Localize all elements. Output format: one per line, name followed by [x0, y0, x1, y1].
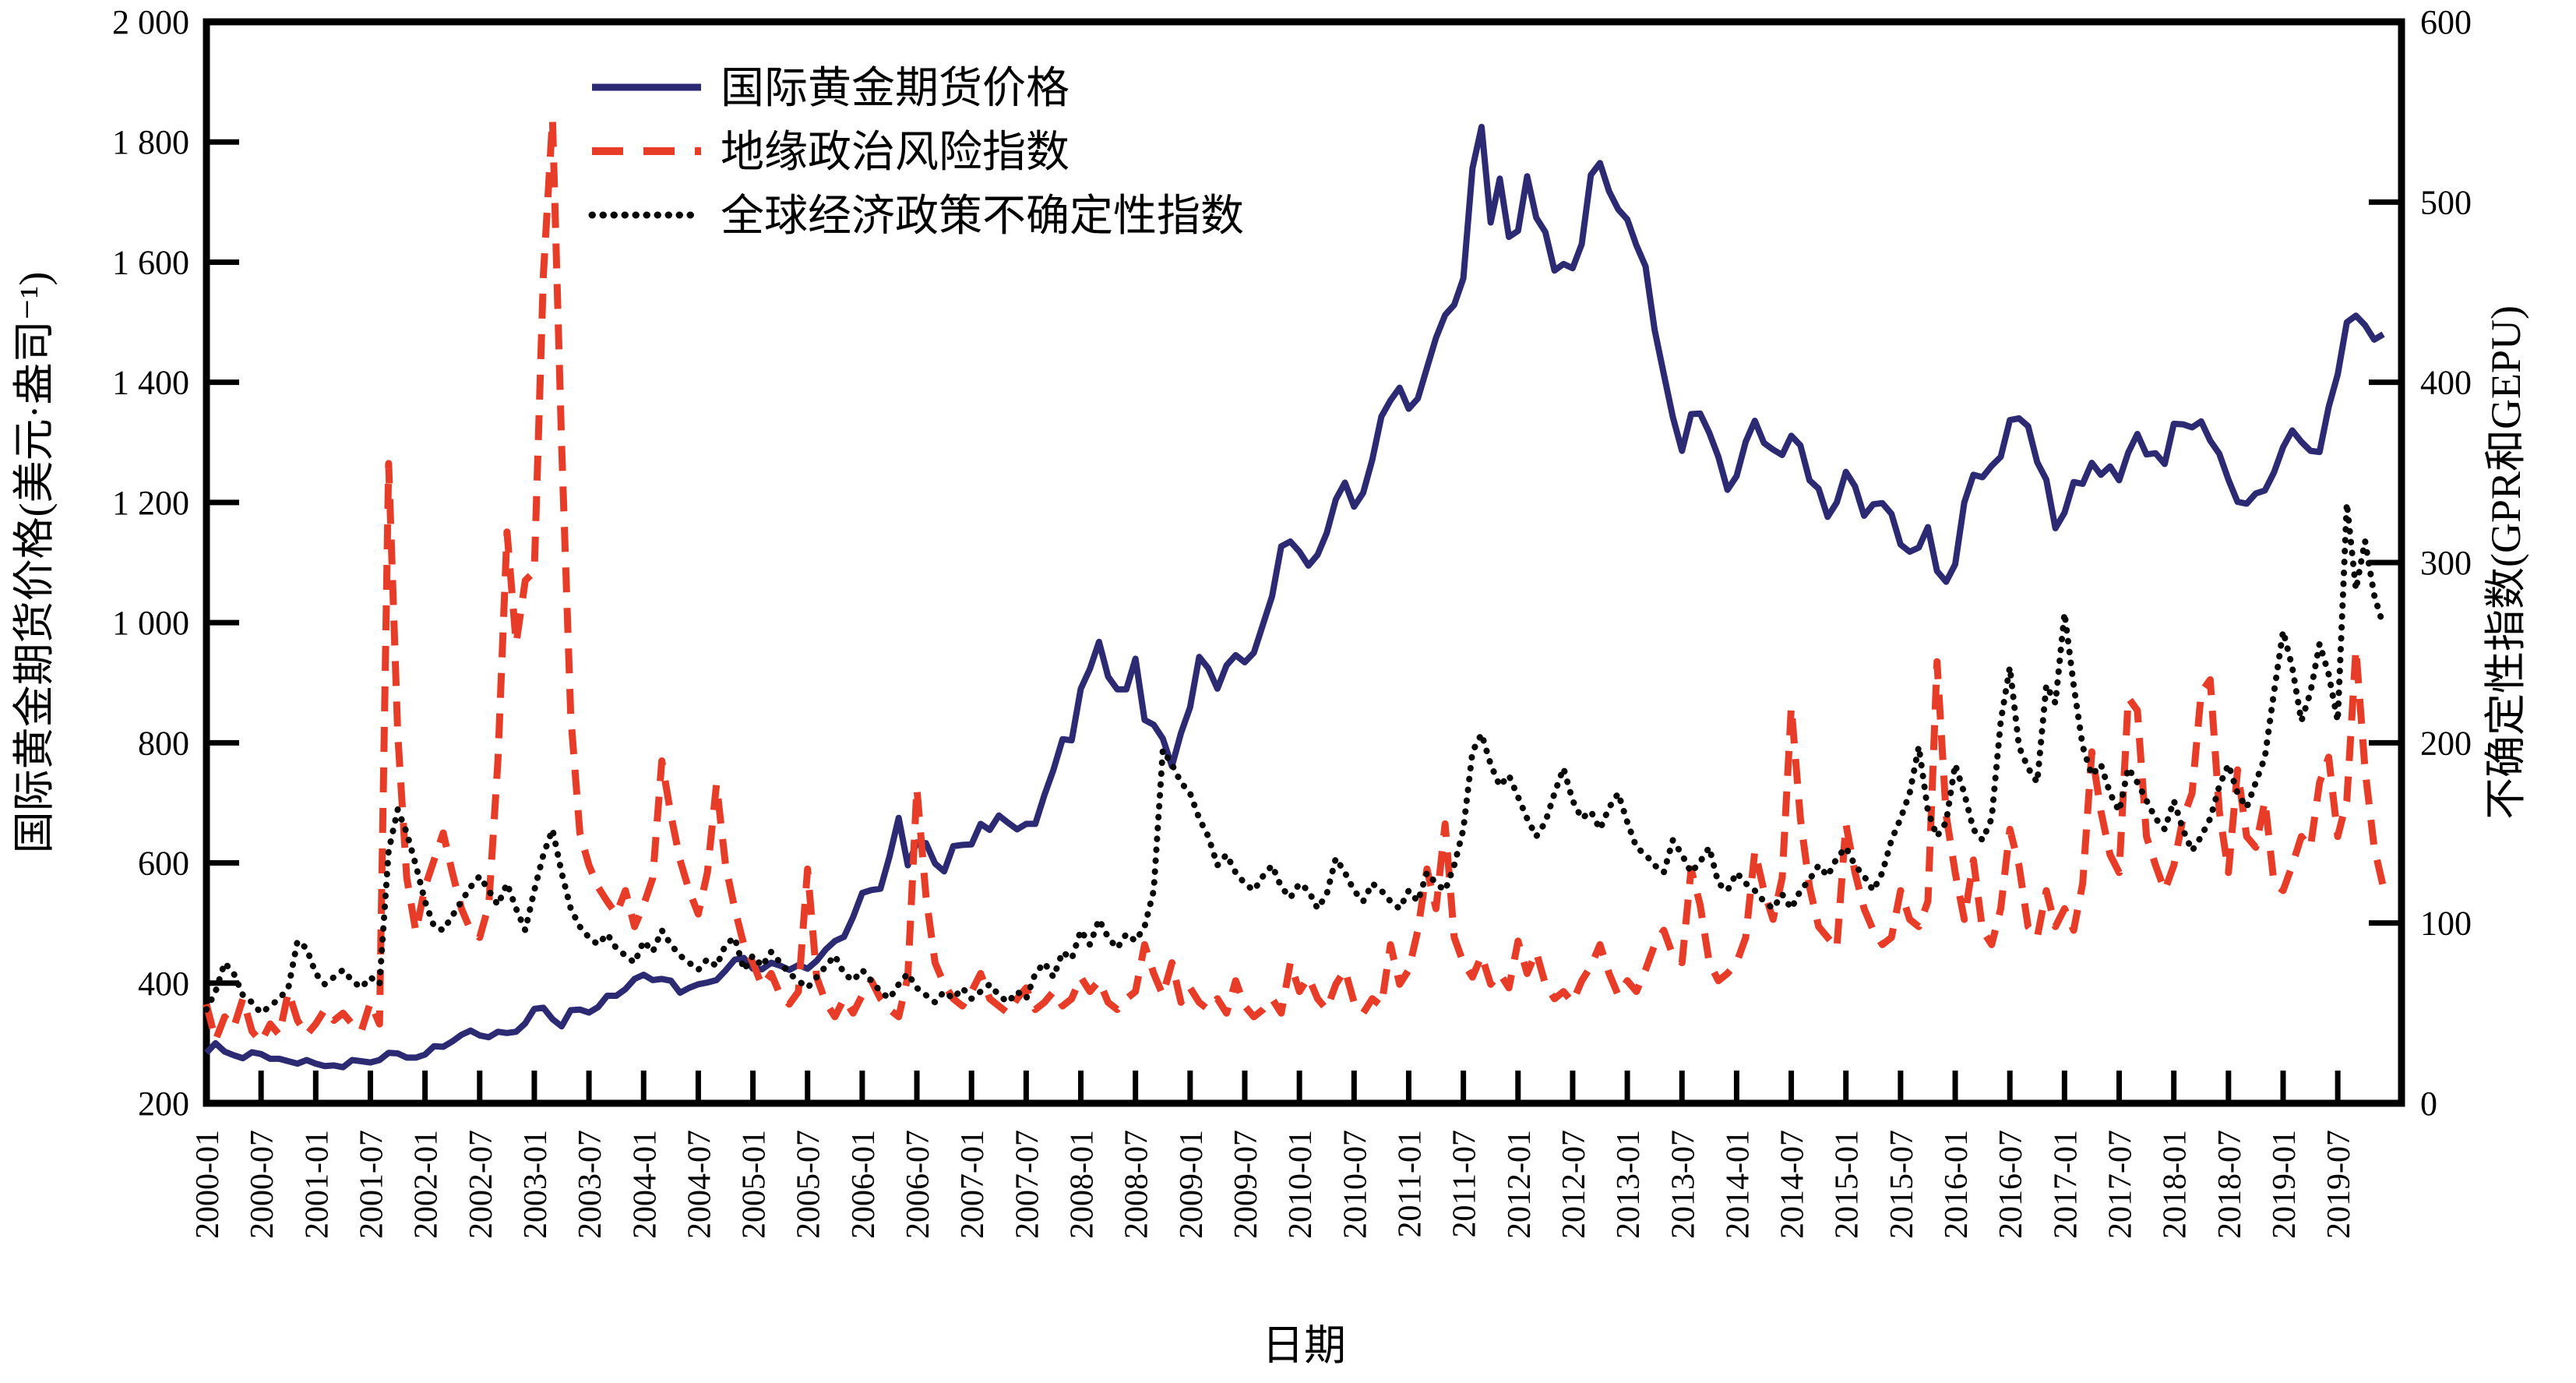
gpr-index-line [203, 115, 2387, 1046]
right-axis-tick-label: 400 [2420, 364, 2472, 402]
right-axis-tick-label: 0 [2420, 1085, 2437, 1123]
right-axis-tick-label: 100 [2420, 905, 2472, 943]
x-axis-tick-label: 2005-01 [737, 1130, 773, 1239]
x-axis-tick-label: 2007-07 [1010, 1130, 1045, 1239]
x-axis-tick-label: 2006-07 [900, 1130, 936, 1239]
x-axis-tick-label: 2016-07 [1993, 1130, 2029, 1239]
x-axis-tick-label: 2004-07 [682, 1130, 717, 1239]
x-axis-tick-label: 2011-01 [1392, 1130, 1428, 1237]
left-axis-tick-label: 1 000 [112, 604, 189, 642]
legend-label-gepu: 全球经济政策不确定性指数 [721, 192, 1244, 241]
left-axis-tick-label: 600 [138, 845, 189, 883]
legend-label-gpr: 地缘政治风险指数 [721, 129, 1070, 177]
x-axis-tick-label: 2002-07 [463, 1130, 499, 1239]
x-axis-tick-label: 2000-07 [245, 1130, 280, 1239]
gepu-index-line [203, 499, 2387, 1017]
x-axis-tick-label: 2006-01 [846, 1130, 882, 1239]
x-axis-tick-label: 2008-01 [1065, 1130, 1101, 1239]
left-axis-tick-label: 1 800 [112, 123, 189, 161]
series-lines [203, 115, 2387, 1071]
right-axis-tick-label: 600 [2420, 3, 2472, 41]
x-axis-tick-label: 2017-01 [2048, 1130, 2084, 1239]
right-axis-tick-label: 200 [2420, 724, 2472, 762]
left-axis-tick-label: 400 [138, 965, 189, 1003]
x-axis-tick-label: 2019-07 [2321, 1130, 2357, 1239]
left-axis-tick-label: 2 000 [112, 3, 189, 41]
x-axis-tick-label: 2000-01 [190, 1130, 226, 1239]
x-axis-tick-label: 2016-01 [1939, 1130, 1975, 1239]
x-axis-tick-label: 2018-07 [2212, 1130, 2248, 1239]
legend-label-gold-price: 国际黄金期货价格 [721, 65, 1070, 113]
x-axis-tick-label: 2012-01 [1502, 1130, 1538, 1239]
left-axis-title: 国际黄金期货价格(美元·盎司⁻¹) [11, 272, 58, 854]
x-axis-tick-label: 2001-07 [354, 1130, 389, 1239]
x-axis-tick-label: 2007-01 [955, 1130, 991, 1239]
x-axis-tick-label: 2011-07 [1447, 1130, 1483, 1237]
x-axis-tick-label: 2004-01 [627, 1130, 663, 1239]
x-axis-tick-label: 2001-01 [299, 1130, 335, 1239]
left-axis-tick-label: 1 600 [112, 243, 189, 281]
x-axis-tick-label: 2002-01 [409, 1130, 445, 1239]
x-axis-tick-label: 2018-01 [2158, 1130, 2194, 1239]
left-axis-tick-label: 1 400 [112, 364, 189, 402]
x-axis-tick-label: 2010-07 [1337, 1130, 1373, 1239]
x-axis-tick-label: 2015-01 [1830, 1130, 1866, 1239]
x-axis-tick-label: 2014-01 [1720, 1130, 1756, 1239]
x-axis-tick-label: 2014-07 [1775, 1130, 1811, 1239]
x-axis-title: 日期 [1262, 1322, 1346, 1369]
x-axis-tick-label: 2003-07 [573, 1130, 608, 1239]
x-axis-tick-label: 2003-01 [518, 1130, 554, 1239]
x-axis-tick-label: 2013-07 [1665, 1130, 1701, 1239]
x-axis-tick-label: 2012-07 [1556, 1130, 1592, 1239]
left-axis-tick-label: 800 [138, 724, 189, 762]
x-axis-tick-label: 2008-07 [1119, 1130, 1155, 1239]
x-axis-tick-label: 2019-01 [2267, 1130, 2303, 1239]
right-axis-title: 不确定性指数(GPR和GEPU) [2483, 305, 2529, 820]
gold-price-line [204, 123, 2385, 1071]
left-axis-tick-label: 200 [138, 1085, 189, 1123]
right-axis-tick-label: 300 [2420, 544, 2472, 582]
left-axis-tick-label: 1 200 [112, 484, 189, 522]
legend: 国际黄金期货价格 地缘政治风险指数 全球经济政策不确定性指数 [588, 65, 1244, 241]
x-axis-tick-label: 2010-01 [1283, 1130, 1319, 1239]
x-axis-tick-label: 2009-01 [1174, 1130, 1210, 1239]
x-axis-tick-label: 2013-01 [1611, 1130, 1647, 1239]
axis-ticks: 200 400 600 800 1 000 1 200 1 400 1 600 1 800 2 0… [112, 3, 2472, 1239]
x-axis-tick-label: 2009-07 [1228, 1130, 1264, 1239]
right-axis-tick-label: 500 [2420, 183, 2472, 221]
x-axis-tick-label: 2017-07 [2103, 1130, 2139, 1239]
x-axis-tick-label: 2005-07 [791, 1130, 827, 1239]
x-axis-tick-label: 2015-07 [1884, 1130, 1920, 1239]
